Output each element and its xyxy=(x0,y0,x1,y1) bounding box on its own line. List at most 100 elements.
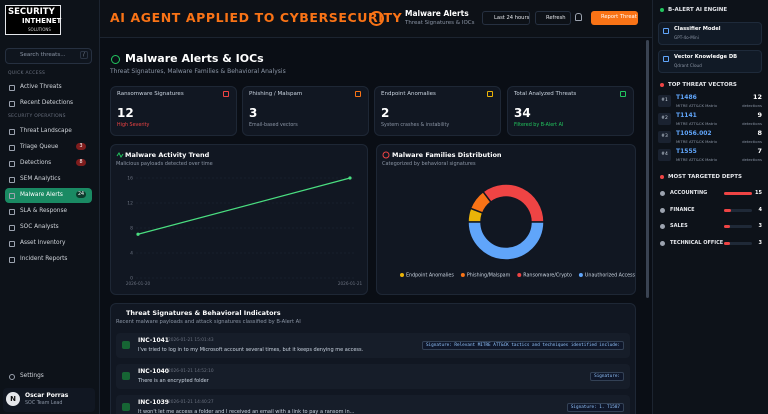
nav-item[interactable]: SLA & Response xyxy=(20,208,68,214)
main-title: Malware Alerts & IOCs xyxy=(125,52,264,65)
nav-item[interactable]: Settings xyxy=(20,373,44,379)
vector-id: T1141 xyxy=(676,112,697,119)
page-title: Malware Alerts xyxy=(405,9,469,18)
incident-text: I've tried to log in to my Microsoft acc… xyxy=(138,347,364,353)
card-value: 34 xyxy=(514,106,531,120)
vector-count: 7 xyxy=(757,147,762,155)
incident-text: There is an encrypted folder xyxy=(138,378,209,384)
user-name: Oscar Porras xyxy=(25,392,69,399)
card-label: Ransomware Signatures xyxy=(117,91,184,97)
dept-bar xyxy=(724,208,732,212)
rank-badge: #3 xyxy=(658,131,671,143)
engine-detail: Qdrant Cloud xyxy=(674,63,702,68)
nav-icon xyxy=(9,101,15,107)
nav-item[interactable]: SEM Analytics xyxy=(20,176,61,182)
engine-card xyxy=(658,22,762,45)
dept-icon xyxy=(660,240,665,246)
dept-count: 4 xyxy=(758,206,762,213)
panel-heading: B-ALERT AI ENGINE xyxy=(668,7,728,13)
nav-badge: 3 xyxy=(76,143,86,150)
dept-track xyxy=(724,225,752,228)
dept-bar xyxy=(724,225,730,228)
dept-icon xyxy=(660,224,665,229)
panel-heading: TOP THREAT VECTORS xyxy=(668,82,737,88)
chart-title: Malware Families Distribution xyxy=(392,151,502,159)
dept-icon xyxy=(660,191,665,196)
banner-logo xyxy=(369,11,384,26)
vector-count: 8 xyxy=(757,129,762,137)
search-box[interactable] xyxy=(5,48,92,64)
card-value: 3 xyxy=(249,106,258,120)
status-dot xyxy=(660,8,664,12)
nav-icon xyxy=(9,161,15,167)
nav-item[interactable]: Asset Inventory xyxy=(20,240,66,246)
section-heading: QUICK ACCESS xyxy=(8,71,46,76)
panel-subtitle: Recent malware payloads and attack signa… xyxy=(116,319,301,325)
card-label: Endpoint Anomalies xyxy=(381,91,436,97)
vector-id: T1056.002 xyxy=(676,130,712,137)
threat-row[interactable] xyxy=(116,395,630,414)
signature-tag: Signature: xyxy=(590,372,624,381)
stat-card xyxy=(242,86,369,136)
engine-icon xyxy=(663,56,669,62)
nav-item[interactable]: Triage Queue xyxy=(20,144,59,150)
incident-id: INC-1041 xyxy=(138,337,169,344)
nav-item[interactable]: SOC Analysts xyxy=(20,224,59,230)
engine-icon xyxy=(663,28,669,34)
row-icon xyxy=(122,372,130,380)
search-placeholder: Search threats... xyxy=(20,52,66,58)
chart-title: Malware Activity Trend xyxy=(125,151,210,159)
dept-bar xyxy=(724,192,752,195)
logo-text: SOLUTIONS xyxy=(28,27,51,32)
row-icon xyxy=(122,341,130,349)
chart-subtitle: Categorized by behavioral signatures xyxy=(382,161,476,167)
vector-id: T1486 xyxy=(676,94,697,101)
signature-tag: Signature: 1. T1587 xyxy=(566,403,624,412)
nav-item[interactable]: Detections xyxy=(20,160,52,166)
nav-item[interactable]: Malware Alerts xyxy=(20,192,63,198)
logo xyxy=(5,5,61,35)
nav-badge: 24 xyxy=(76,191,87,198)
nav-item[interactable]: Threat Landscape xyxy=(20,128,72,134)
incident-time: 2026-01-21 14:52:10 xyxy=(168,369,214,374)
nav-icon xyxy=(9,145,15,151)
vector-unit: detections xyxy=(742,157,762,162)
nav-icon xyxy=(9,241,15,247)
incident-time: 2026-01-21 14:40:27 xyxy=(168,400,214,405)
rank-badge: #2 xyxy=(658,113,671,125)
nav-icon xyxy=(9,374,15,380)
dept-name: FINANCE xyxy=(670,206,695,213)
refresh-button[interactable]: Refresh xyxy=(535,11,571,25)
stat-card xyxy=(110,86,237,136)
threat-row[interactable] xyxy=(116,364,630,389)
card-icon xyxy=(223,91,229,97)
card-value: 2 xyxy=(381,106,390,120)
stat-card xyxy=(507,86,634,136)
scrollbar xyxy=(646,40,649,298)
nav-icon xyxy=(9,209,15,215)
incident-time: 2026-01-21 15:01:43 xyxy=(168,338,214,343)
dept-count: 3 xyxy=(758,223,762,229)
nav-item[interactable]: Active Threats xyxy=(20,84,62,90)
nav-icon xyxy=(9,225,15,231)
nav-icon xyxy=(9,177,15,183)
nav-item[interactable]: Incident Reports xyxy=(20,256,68,262)
card-value: 12 xyxy=(117,106,134,120)
vector-source: MITRE ATT&CK Matrix xyxy=(676,157,718,162)
range-button[interactable]: Last 24 hours xyxy=(482,11,530,25)
card-note: Filtered by B-Alert AI xyxy=(514,123,564,128)
dept-track xyxy=(724,241,752,245)
dept-name: ACCOUNTING xyxy=(670,190,708,196)
nav-item[interactable]: Recent Detections xyxy=(20,100,74,106)
logo-text: SECURITY xyxy=(8,7,55,17)
card-label: Total Analyzed Threats xyxy=(514,91,577,97)
bell[interactable] xyxy=(575,13,582,21)
status-dot xyxy=(660,83,664,87)
sidebar xyxy=(0,0,100,414)
nav-badge: 8 xyxy=(76,159,86,166)
report-button[interactable]: Report Threat xyxy=(591,11,638,25)
dept-name: TECHNICAL OFFICE xyxy=(670,239,724,246)
vector-unit: detections xyxy=(742,121,762,126)
rank-badge: #4 xyxy=(658,149,671,161)
user-role: SOC Team Lead xyxy=(25,401,63,406)
